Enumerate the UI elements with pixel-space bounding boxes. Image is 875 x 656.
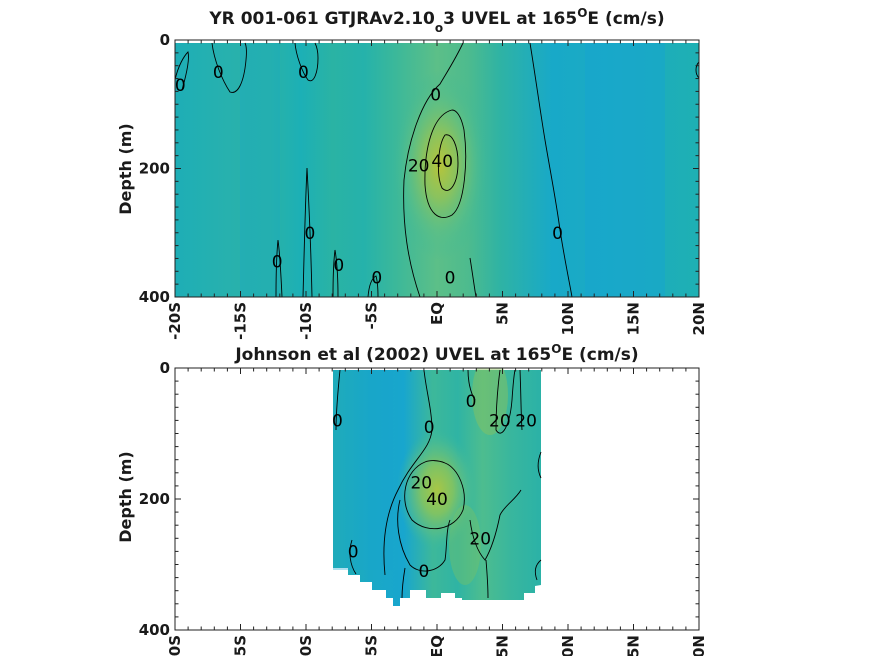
contour-label: 20 — [408, 156, 430, 176]
panel1-y-tick-labels: 0 200 400 — [139, 31, 170, 306]
y-tick-label: 400 — [139, 621, 170, 639]
contour-label: 0 — [424, 418, 435, 438]
contour-label: 0 — [445, 269, 456, 289]
contour-label: 0 — [333, 256, 344, 276]
x-tick-label: 10N — [559, 635, 577, 656]
x-tick-label: -5S — [363, 635, 381, 656]
panel1-title: YR 001-061 GTJRAv2.10o3 UVEL at 165OE (c… — [208, 6, 664, 35]
panel2-title: Johnson et al (2002) UVEL at 165OE (cm/s… — [234, 342, 638, 365]
contour-label: 20 — [469, 529, 491, 549]
panel-model-uvel: YR 001-061 GTJRAv2.10o3 UVEL at 165OE (c… — [116, 6, 708, 340]
y-tick-label: 0 — [160, 359, 170, 377]
panel1-contours — [174, 42, 700, 298]
x-tick-label: -5S — [363, 302, 381, 329]
x-tick-label: EQ — [428, 635, 446, 656]
panel2-field — [333, 368, 541, 606]
x-tick-label: 5N — [494, 635, 512, 656]
contour-label: 20 — [489, 411, 511, 431]
y-tick-label: 200 — [139, 160, 170, 178]
x-tick-label: 20N — [690, 635, 708, 656]
panel1-x-tick-labels: -20S -15S -10S -5S EQ 5N 10N 15N 20N — [166, 302, 708, 340]
x-tick-label: 10N — [559, 302, 577, 335]
panel1-field — [175, 43, 699, 297]
x-tick-label: -10S — [297, 302, 315, 340]
contour-label: 0 — [272, 253, 283, 273]
x-tick-label: -15S — [232, 635, 250, 656]
x-tick-label: -20S — [166, 635, 184, 656]
undercurrent-core — [392, 70, 488, 260]
contour-label: 0 — [552, 224, 563, 244]
contour-label: 0 — [298, 63, 309, 83]
contour-label: 40 — [426, 490, 448, 510]
x-tick-label: -15S — [232, 302, 250, 340]
contour-label: 0 — [371, 269, 382, 289]
y-tick-label: 200 — [139, 490, 170, 508]
contour-label: 0 — [466, 392, 477, 412]
panel1-y-axis-label: Depth (m) — [116, 123, 135, 215]
x-tick-label: 15N — [625, 635, 643, 656]
panel2-x-tick-labels: -20S -15S -10S -5S EQ 5N 10N 15N 20N — [166, 635, 708, 656]
panel1-ticks — [174, 39, 700, 298]
x-tick-label: -10S — [297, 635, 315, 656]
x-tick-label: -20S — [166, 302, 184, 340]
x-tick-label: 15N — [625, 302, 643, 335]
y-tick-label: 0 — [160, 31, 170, 49]
contour-label: 0 — [305, 224, 316, 244]
panel2-ticks — [174, 367, 700, 631]
contour-label: 0 — [348, 542, 359, 562]
panel2-y-axis-label: Depth (m) — [116, 451, 135, 543]
contour-label: 0 — [213, 63, 224, 83]
contour-label: 0 — [175, 76, 186, 96]
contour-label: 0 — [332, 411, 343, 431]
x-tick-label: 5N — [494, 302, 512, 325]
panel2-contours — [335, 369, 542, 599]
panel-johnson-uvel: Johnson et al (2002) UVEL at 165OE (cm/s… — [116, 342, 708, 656]
x-tick-label: EQ — [428, 302, 446, 325]
x-tick-label: 20N — [690, 302, 708, 335]
y-tick-label: 400 — [139, 288, 170, 306]
panel2-y-tick-labels: 0 200 400 — [139, 359, 170, 639]
contour-label: 0 — [430, 86, 441, 106]
contour-label: 20 — [515, 411, 537, 431]
contour-label: 0 — [418, 562, 429, 582]
contour-label: 40 — [431, 152, 453, 172]
contour-label: 20 — [410, 474, 432, 494]
